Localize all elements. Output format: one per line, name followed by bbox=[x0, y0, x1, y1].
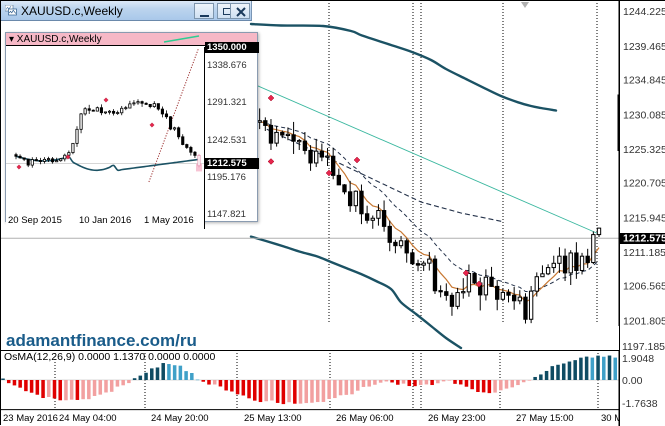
svg-text:1201.805: 1201.805 bbox=[623, 315, 665, 327]
svg-text:1244.225: 1244.225 bbox=[623, 6, 665, 18]
svg-text:26 May 06:00: 26 May 06:00 bbox=[336, 413, 394, 424]
svg-text:23 May 2016: 23 May 2016 bbox=[3, 413, 58, 424]
svg-text:24 May 04:00: 24 May 04:00 bbox=[59, 413, 117, 424]
svg-text:1225.325: 1225.325 bbox=[623, 144, 665, 156]
svg-text:1212.575: 1212.575 bbox=[623, 233, 665, 245]
svg-text:24 May 20:00: 24 May 20:00 bbox=[151, 413, 209, 424]
svg-text:26 May 23:00: 26 May 23:00 bbox=[428, 413, 486, 424]
svg-text:1215.945: 1215.945 bbox=[623, 212, 665, 224]
svg-text:1211.185: 1211.185 bbox=[623, 247, 665, 259]
svg-text:1230.085: 1230.085 bbox=[623, 109, 665, 121]
svg-text:1239.465: 1239.465 bbox=[623, 41, 665, 53]
svg-text:1220.705: 1220.705 bbox=[623, 178, 665, 190]
svg-text:27 May 15:00: 27 May 15:00 bbox=[516, 413, 574, 424]
svg-text:25 May 13:00: 25 May 13:00 bbox=[244, 413, 302, 424]
svg-text:OsMA(12,26,9) 0.0000 1.1370 0.: OsMA(12,26,9) 0.0000 1.1370 0.0000 0.000… bbox=[4, 351, 215, 363]
svg-text:1206.565: 1206.565 bbox=[623, 281, 665, 293]
svg-text:1234.845: 1234.845 bbox=[623, 75, 665, 87]
